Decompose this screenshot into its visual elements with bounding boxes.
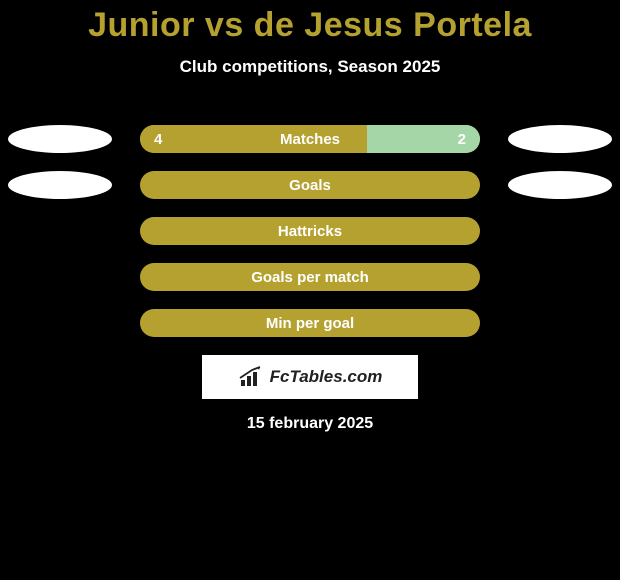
player-oval-right (508, 125, 612, 153)
bar-label: Min per goal (140, 315, 480, 332)
bar-label: Goals (140, 177, 480, 194)
bar-track: Goals (140, 171, 480, 199)
bar-label: Hattricks (140, 223, 480, 240)
bar-track: Goals per match (140, 263, 480, 291)
logo-box: FcTables.com (202, 355, 418, 399)
player-oval-left (8, 171, 112, 199)
stats-rows: Matches4 2 Goals Hattricks Goals per match Mi… (0, 125, 620, 337)
page-title: Junior vs de Jesus Portela (0, 0, 620, 45)
chart-icon (238, 366, 264, 388)
stat-row: Hattricks (0, 217, 620, 245)
subtitle: Club competitions, Season 2025 (0, 57, 620, 77)
stat-row: Goals (0, 171, 620, 199)
logo-text: FcTables.com (270, 367, 383, 387)
bar-track: Min per goal (140, 309, 480, 337)
bar-value-left: 4 (154, 131, 162, 148)
bar-value-right: 2 (458, 131, 466, 148)
stat-row: Matches4 2 (0, 125, 620, 153)
player-oval-left (8, 125, 112, 153)
player-oval-right (508, 171, 612, 199)
bar-track: Hattricks (140, 217, 480, 245)
bar-track: Matches4 2 (140, 125, 480, 153)
stat-row: Goals per match (0, 263, 620, 291)
bar-label: Matches (140, 131, 480, 148)
bar-label: Goals per match (140, 269, 480, 286)
date: 15 february 2025 (0, 415, 620, 433)
stat-row: Min per goal (0, 309, 620, 337)
